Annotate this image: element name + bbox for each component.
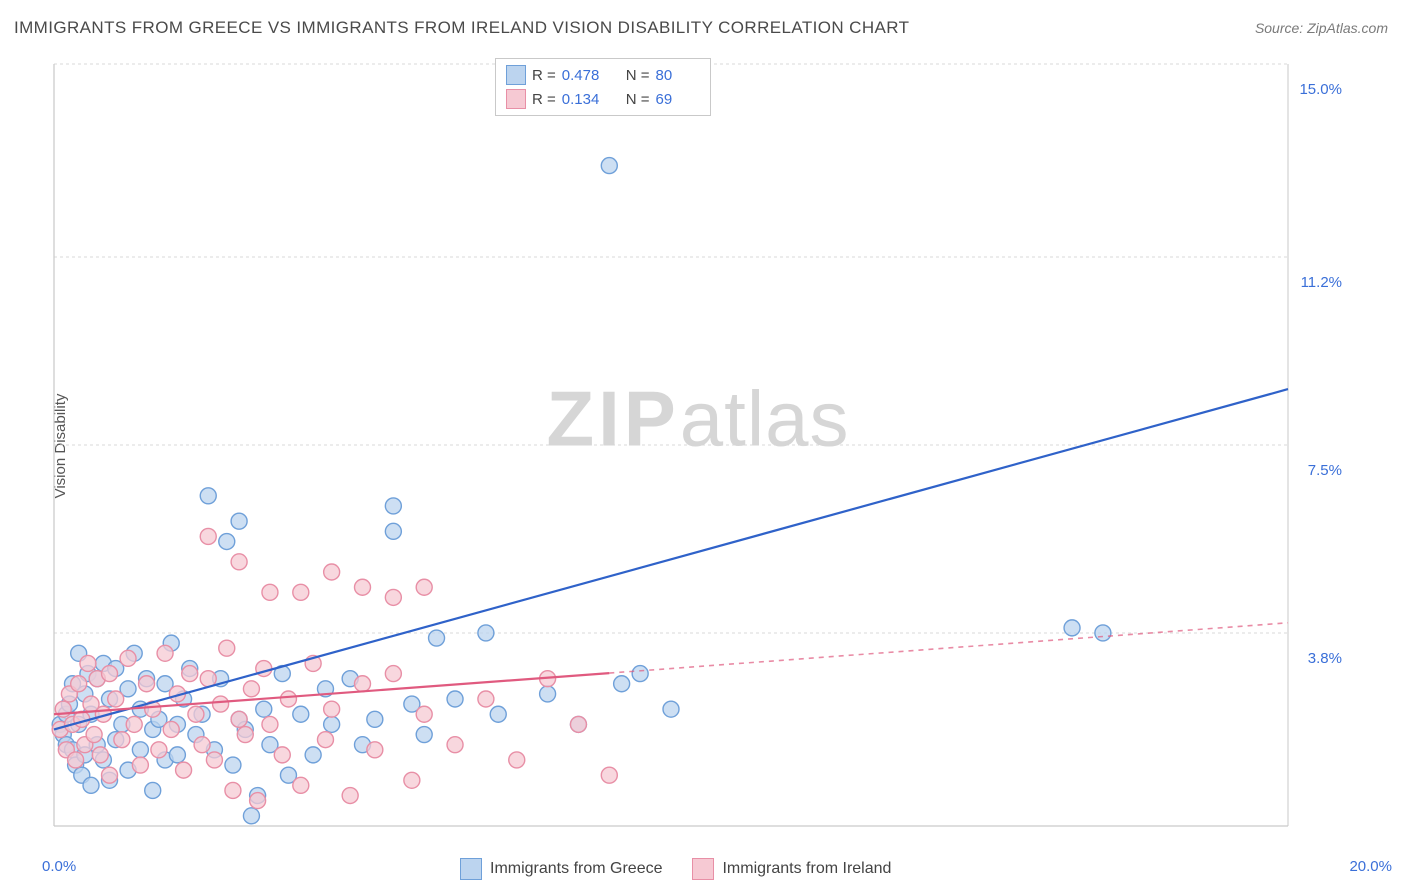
x-axis-max-label: 20.0% [1349,858,1392,875]
svg-text:3.8%: 3.8% [1308,650,1342,667]
r-value-greece: 0.478 [562,67,606,84]
legend-item-ireland: Immigrants from Ireland [692,858,891,880]
chart-svg: 3.8% 7.5% 11.2% 15.0% [48,56,1348,846]
n-value-greece: 80 [656,67,700,84]
stat-row-greece: R = 0.478 N = 80 [506,63,700,87]
n-label: N = [626,67,650,84]
swatch-ireland [506,89,526,109]
source-label: Source: ZipAtlas.com [1255,20,1388,36]
correlation-stat-box: R = 0.478 N = 80 R = 0.134 N = 69 [495,58,711,116]
scatter-plot: 3.8%7.5%11.2%15.0% ZIPatlas [48,56,1348,846]
n-label-2: N = [626,91,650,108]
legend-item-greece: Immigrants from Greece [460,858,662,880]
svg-text:7.5%: 7.5% [1308,462,1342,479]
bottom-legend: Immigrants from Greece Immigrants from I… [460,858,891,880]
svg-text:15.0%: 15.0% [1299,81,1342,98]
r-value-ireland: 0.134 [562,91,606,108]
swatch-greece [506,65,526,85]
legend-swatch-ireland [692,858,714,880]
legend-label-ireland: Immigrants from Ireland [722,860,891,878]
svg-text:11.2%: 11.2% [1301,274,1342,291]
legend-label-greece: Immigrants from Greece [490,860,662,878]
legend-swatch-greece [460,858,482,880]
x-axis-min-label: 0.0% [42,858,76,875]
chart-title: IMMIGRANTS FROM GREECE VS IMMIGRANTS FRO… [14,18,909,38]
stat-row-ireland: R = 0.134 N = 69 [506,87,700,111]
n-value-ireland: 69 [656,91,700,108]
r-label: R = [532,67,556,84]
r-label-2: R = [532,91,556,108]
